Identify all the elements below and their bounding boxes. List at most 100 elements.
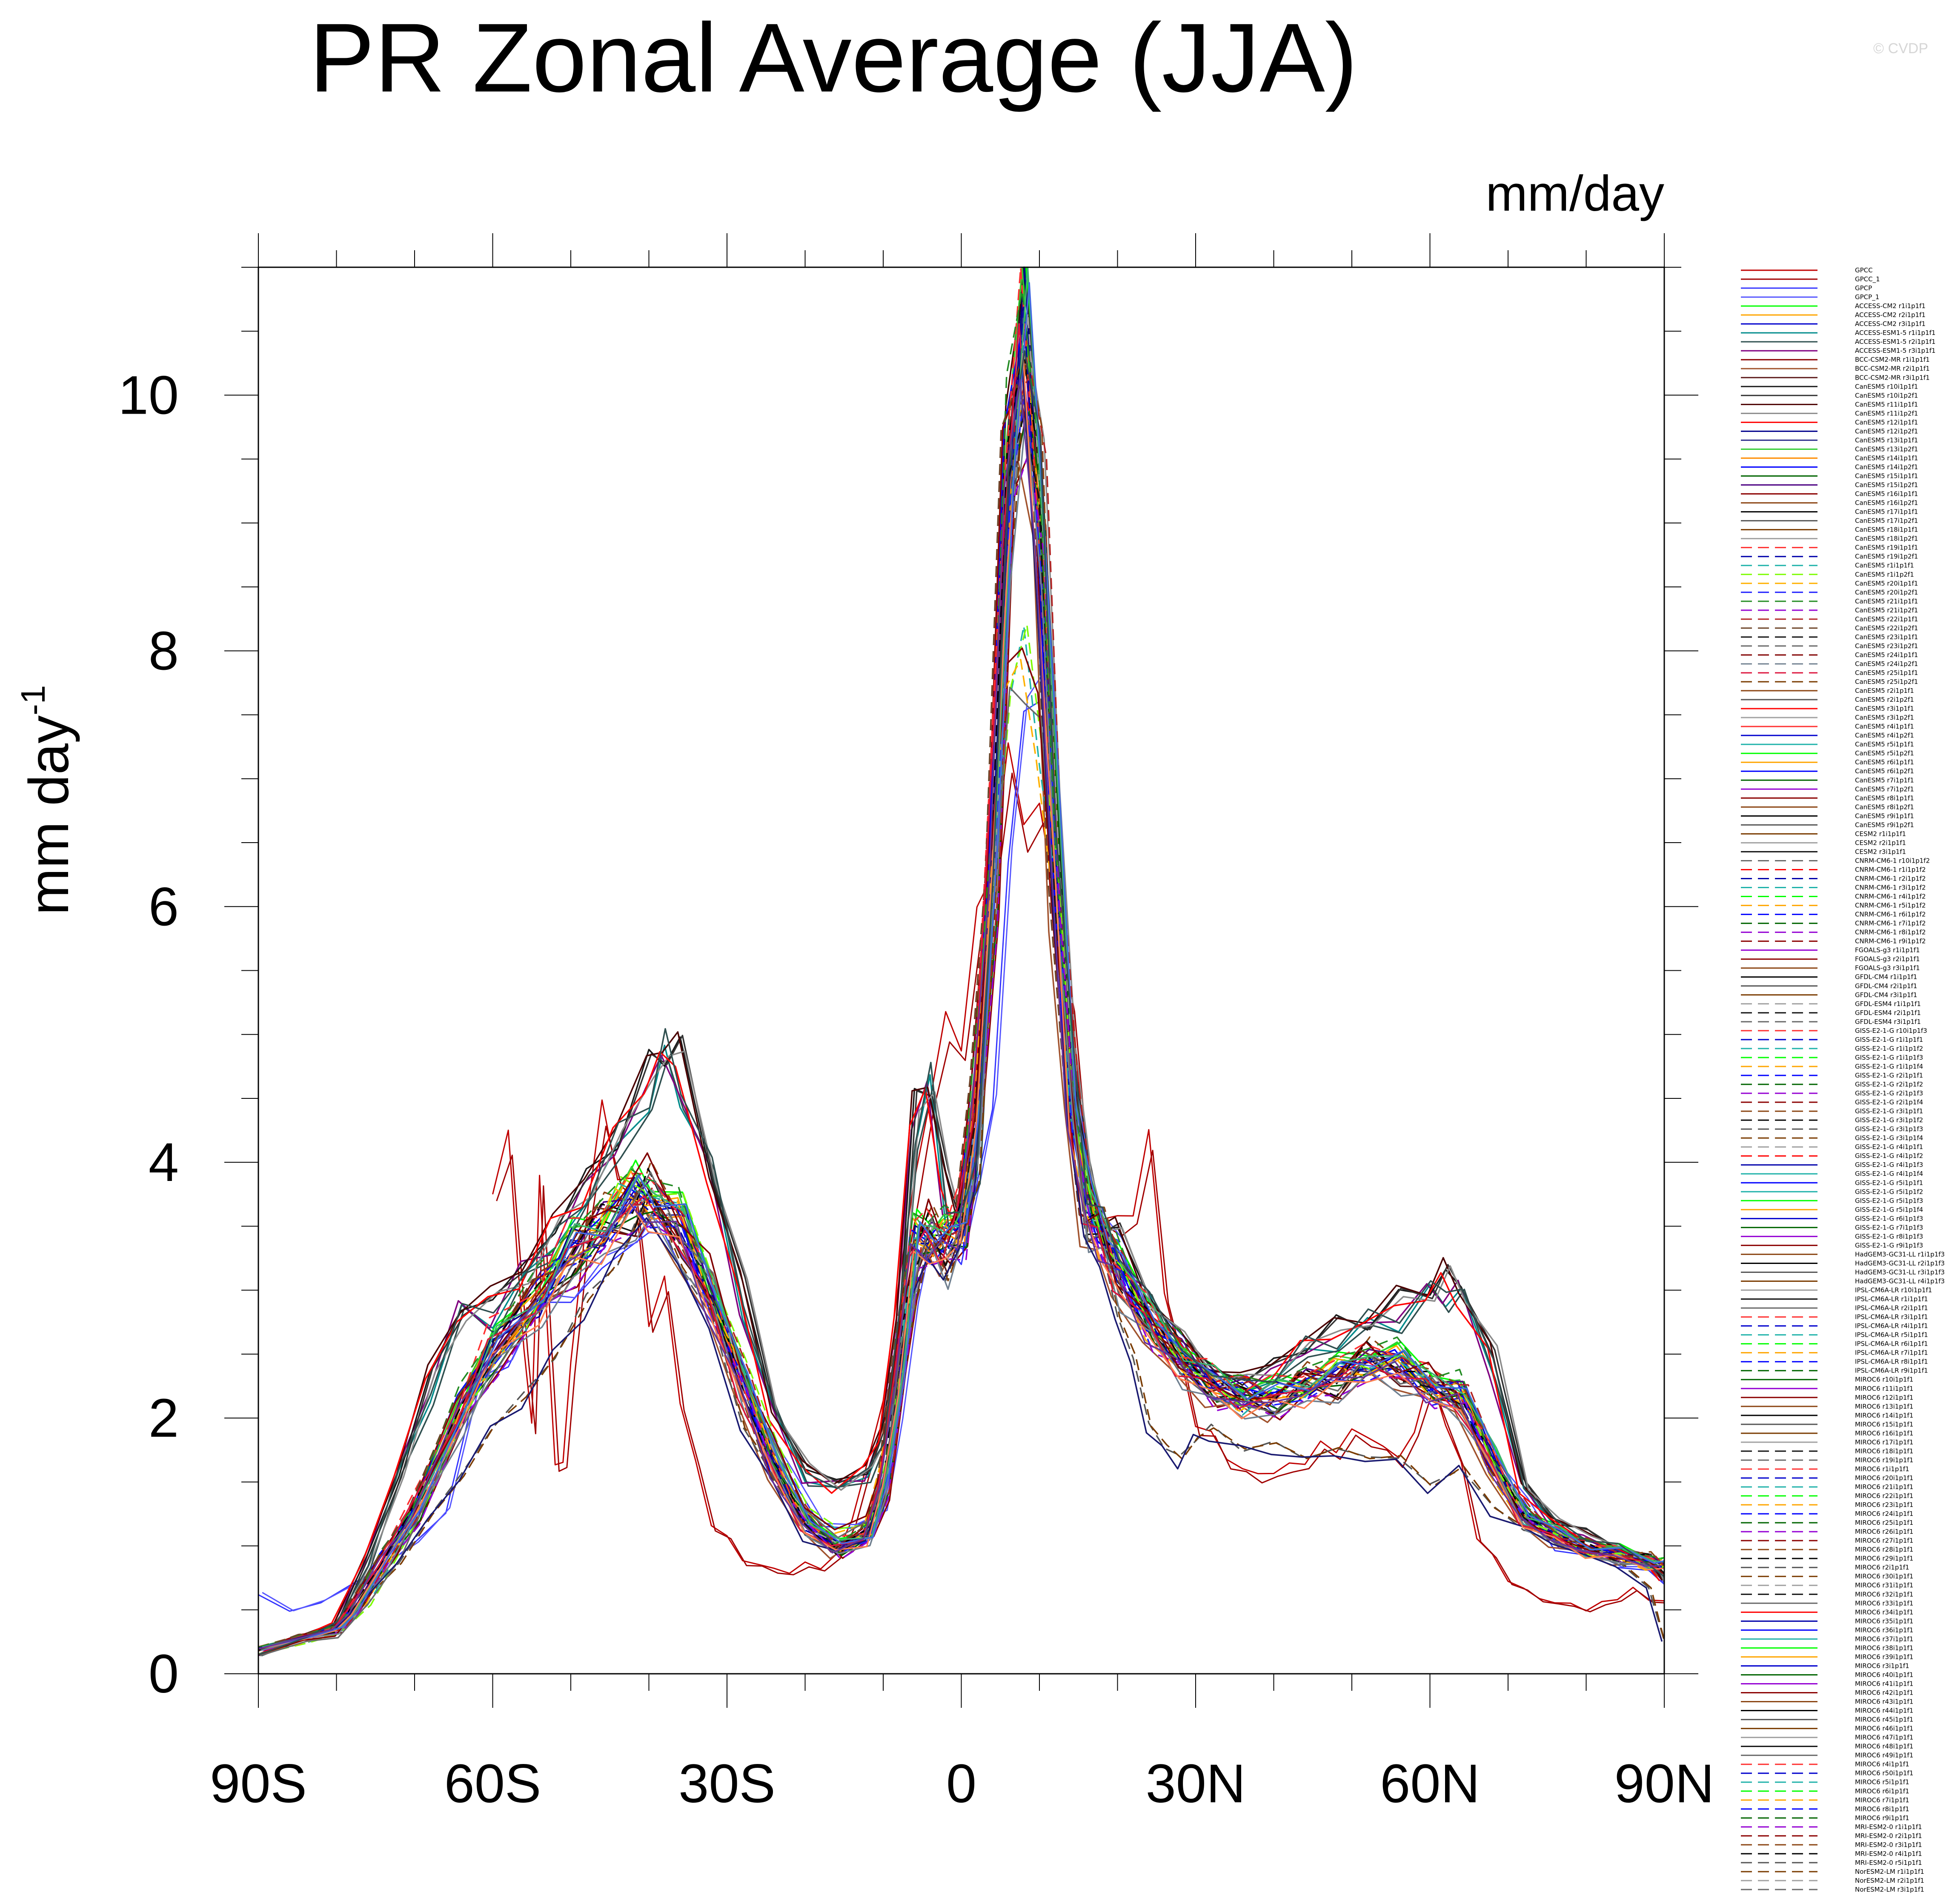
legend-label: CanESM5 r25i1p2f1 [1855,678,1918,686]
legend-label: MIROC6 r21i1p1f1 [1855,1483,1913,1491]
series-line [260,284,1665,1656]
y-axis-label: mm day-1 [14,685,80,915]
legend-label: IPSL-CM6A-LR r3i1p1f1 [1855,1313,1928,1321]
legend-label: MIROC6 r11i1p1f1 [1855,1385,1913,1392]
legend-label: GISS-E2-1-G r9i1p1f3 [1855,1241,1923,1249]
legend-label: CanESM5 r25i1p1f1 [1855,669,1918,677]
series-line [258,659,1661,1655]
legend-label: GISS-E2-1-G r2i1p1f4 [1855,1098,1923,1106]
legend-label: CNRM-CM6-1 r10i1p1f2 [1855,857,1930,864]
chart-title: PR Zonal Average (JJA) [309,3,1358,112]
legend-label: IPSL-CM6A-LR r5i1p1f1 [1855,1331,1928,1339]
axis-ticks [224,233,1698,1708]
legend-label: GISS-E2-1-G r2i1p1f3 [1855,1089,1923,1097]
legend-label: MRI-ESM2-0 r1i1p1f1 [1855,1823,1922,1831]
legend-label: GISS-E2-1-G r5i1p1f4 [1855,1206,1923,1213]
series-line [258,415,1665,1651]
legend-label: MIROC6 r17i1p1f1 [1855,1438,1913,1446]
legend-label: MIROC6 r46i1p1f1 [1855,1725,1913,1732]
legend-label: CanESM5 r22i1p1f1 [1855,615,1918,623]
legend-label: MIROC6 r22i1p1f1 [1855,1492,1913,1500]
legend-label: HadGEM3-GC31-LL r1i1p1f3 [1855,1250,1945,1258]
legend-label: GPCC [1855,266,1873,274]
legend-label: CanESM5 r3i1p1f1 [1855,705,1914,712]
legend-label: GISS-E2-1-G r4i1p1f4 [1855,1170,1923,1178]
legend-label: GISS-E2-1-G r5i1p1f1 [1855,1179,1923,1186]
legend-label: CanESM5 r10i1p2f1 [1855,392,1918,399]
series-line [260,356,1665,1650]
legend-label: FGOALS-g3 r1i1p1f1 [1855,946,1920,954]
legend-label: IPSL-CM6A-LR r7i1p1f1 [1855,1349,1928,1357]
legend-label: CanESM5 r1i1p1f1 [1855,562,1914,569]
legend-label: MIROC6 r4i1p1f1 [1855,1761,1909,1768]
legend-label: GISS-E2-1-G r4i1p1f3 [1855,1161,1923,1169]
units-label: mm/day [1485,166,1664,222]
legend-label: CanESM5 r21i1p1f1 [1855,598,1918,605]
legend-label: BCC-CSM2-MR r2i1p1f1 [1855,365,1930,372]
series-line [258,266,1662,1648]
legend-label: CNRM-CM6-1 r9i1p1f2 [1855,938,1926,945]
legend-label: GISS-E2-1-G r5i1p1f2 [1855,1188,1923,1195]
series-line [258,378,1660,1650]
legend-label: CanESM5 r11i1p2f1 [1855,409,1918,417]
legend-label: ACCESS-ESM1-5 r1i1p1f1 [1855,329,1935,337]
legend-label: MIROC6 r2i1p1f1 [1855,1564,1909,1571]
series-line [258,323,1660,1650]
x-tick-label: 0 [946,1753,976,1814]
legend-label: CanESM5 r4i1p1f1 [1855,723,1914,730]
legend-label: ACCESS-CM2 r1i1p1f1 [1855,302,1926,310]
legend-label: IPSL-CM6A-LR r9i1p1f1 [1855,1367,1928,1375]
series-line [258,384,1658,1650]
legend-label: MIROC6 r8i1p1f1 [1855,1805,1909,1813]
legend-label: MIROC6 r16i1p1f1 [1855,1429,1913,1437]
legend-label: HadGEM3-GC31-LL r2i1p1f3 [1855,1259,1945,1267]
y-tick-labels: 0 2 4 6 8 10 [118,365,179,1704]
legend-label: MIROC6 r42i1p1f1 [1855,1689,1913,1697]
legend-label: CanESM5 r16i1p2f1 [1855,499,1918,507]
legend-label: BCC-CSM2-MR r1i1p1f1 [1855,356,1930,363]
series-line [258,349,1664,1650]
legend-label: GISS-E2-1-G r4i1p1f1 [1855,1143,1923,1151]
legend-label: CanESM5 r11i1p1f1 [1855,400,1918,408]
legend-label: CanESM5 r6i1p2f1 [1855,767,1914,775]
series-line [258,340,1661,1649]
legend-label: GFDL-CM4 r1i1p1f1 [1855,973,1917,981]
legend-label: CanESM5 r18i1p1f1 [1855,526,1918,534]
x-tick-label: 90S [210,1753,307,1814]
legend-label: MIROC6 r26i1p1f1 [1855,1528,1913,1535]
legend-label: CanESM5 r17i1p1f1 [1855,508,1918,516]
y-tick-label: 2 [149,1388,179,1449]
series-line [259,350,1665,1655]
legend-label: MIROC6 r35i1p1f1 [1855,1617,1913,1625]
legend-label: MIROC6 r49i1p1f1 [1855,1752,1913,1759]
legend-label: ACCESS-CM2 r2i1p1f1 [1855,311,1926,319]
x-tick-label: 90N [1614,1753,1714,1814]
legend-label: GPCP [1855,284,1872,292]
y-tick-label: 10 [118,365,179,426]
legend-label: CNRM-CM6-1 r7i1p1f2 [1855,920,1926,927]
x-tick-label: 30N [1146,1753,1246,1814]
plot-frame [258,266,1665,1675]
legend-label: CanESM5 r19i1p2f1 [1855,553,1918,560]
legend-label: CanESM5 r23i1p2f1 [1855,642,1918,650]
legend-label: GISS-E2-1-G r3i1p1f3 [1855,1125,1923,1133]
legend-label: CanESM5 r7i1p1f1 [1855,776,1914,784]
watermark: © CVDP [1873,40,1928,57]
legend-label: CNRM-CM6-1 r3i1p1f2 [1855,884,1926,892]
y-axis-label-superscript: -1 [14,685,52,715]
legend-label: CESM2 r1i1p1f1 [1855,830,1906,838]
legend-label: NorESM2-LM r3i1p1f1 [1855,1886,1924,1893]
y-tick-label: 0 [149,1644,179,1704]
y-tick-label: 6 [149,876,179,937]
series-line [258,457,1659,1652]
plot-area [258,266,1665,1657]
legend-label: MIROC6 r28i1p1f1 [1855,1546,1913,1553]
series-line [261,624,1665,1655]
x-tick-label: 60S [444,1753,541,1814]
legend-label: CanESM5 r15i1p2f1 [1855,481,1918,489]
legend-label: MIROC6 r47i1p1f1 [1855,1734,1913,1741]
series-line [258,266,1665,1656]
legend-label: MIROC6 r23i1p1f1 [1855,1501,1913,1509]
legend-label: ACCESS-ESM1-5 r3i1p1f1 [1855,347,1935,354]
legend-label: CanESM5 r13i1p2f1 [1855,445,1918,453]
